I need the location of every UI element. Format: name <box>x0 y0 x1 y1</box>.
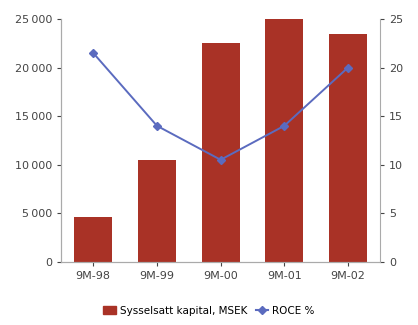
Bar <box>138 160 176 262</box>
Bar <box>265 19 303 262</box>
Bar <box>329 33 367 262</box>
Legend: Sysselsatt kapital, MSEK, ROCE %: Sysselsatt kapital, MSEK, ROCE % <box>99 302 319 320</box>
Bar <box>74 217 112 262</box>
Bar <box>201 43 240 262</box>
